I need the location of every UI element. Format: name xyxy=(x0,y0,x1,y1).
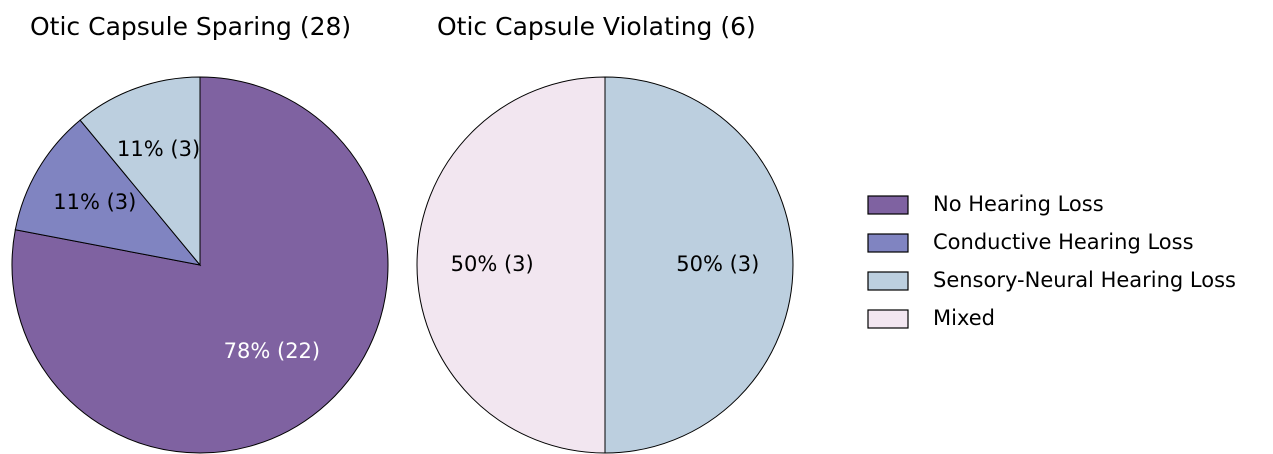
legend-swatch xyxy=(867,271,909,291)
legend-swatch xyxy=(867,309,909,329)
legend-swatch xyxy=(867,195,909,215)
chart-title: Otic Capsule Violating (6) xyxy=(437,12,756,41)
pie-slice xyxy=(604,76,794,454)
value-label: 50% (3) xyxy=(676,252,759,276)
pie-slice xyxy=(416,76,606,454)
pie-slice xyxy=(14,119,202,266)
pie-slice xyxy=(79,76,201,267)
value-label: 78% (22) xyxy=(224,339,320,363)
legend-swatch xyxy=(867,233,909,253)
legend-text: Conductive Hearing Loss xyxy=(933,230,1194,254)
legend-text: No Hearing Loss xyxy=(933,192,1104,216)
value-label: 50% (3) xyxy=(451,252,534,276)
legend-text: Sensory-Neural Hearing Loss xyxy=(933,268,1236,292)
chart-title: Otic Capsule Sparing (28) xyxy=(30,12,351,41)
value-label: 11% (3) xyxy=(117,137,200,161)
legend-text: Mixed xyxy=(933,306,995,330)
value-label: 11% (3) xyxy=(53,190,136,214)
